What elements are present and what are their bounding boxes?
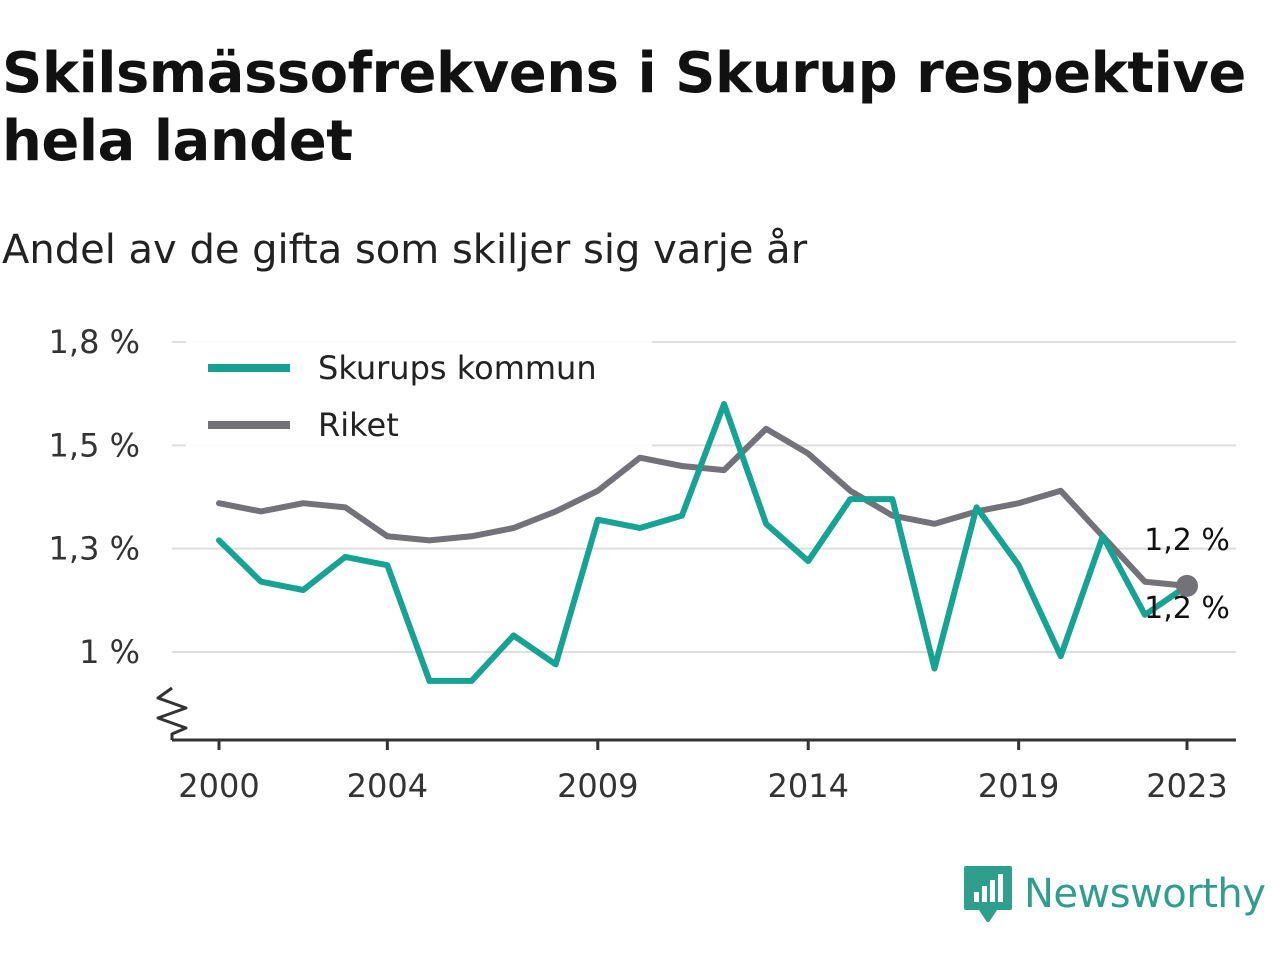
- y-axis: 1 % 1,3 % 1,5 % 1,8 %: [49, 323, 188, 740]
- legend: Skurups kommun Riket: [186, 332, 652, 450]
- x-tick-label: 2014: [767, 767, 848, 805]
- series-lines: [216, 401, 1190, 684]
- line-chart: 1 %1,3 %1,5 %1,8 % 2000 2004 2009 2014 2019 2…: [49, 323, 1236, 805]
- brand-name: Newsworthy: [1024, 871, 1266, 917]
- bar-chart-speech-bubble-icon: [964, 866, 1012, 922]
- chart-title: Skilsmässofrekvens i Skurup respektive h…: [2, 41, 1246, 174]
- y-tick-label: 1,3 %: [49, 530, 140, 568]
- legend-label: Skurups kommun: [318, 349, 597, 387]
- x-tick-label: 2019: [978, 767, 1059, 805]
- end-labels: 1,2 %1,2 %: [1144, 523, 1230, 626]
- x-tick-label: 2023: [1146, 767, 1227, 805]
- chart-subtitle: Andel av de gifta som skiljer sig varje …: [2, 227, 808, 273]
- legend-label: Riket: [318, 406, 399, 444]
- x-axis: 2000 2004 2009 2014 2019 2023: [172, 738, 1236, 805]
- x-tick-label: 2009: [557, 767, 638, 805]
- y-tick-label: 1,5 %: [49, 426, 140, 464]
- end-point: [1176, 574, 1198, 597]
- x-tick-label: 2004: [347, 767, 428, 805]
- brand-logo: Newsworthy: [962, 862, 1266, 926]
- y-tick-label: 1,8 %: [49, 323, 140, 361]
- series-line: [216, 401, 1190, 684]
- x-tick-label: 2000: [178, 767, 259, 805]
- axis-break-zigzag: [156, 686, 188, 740]
- legend-background: [186, 332, 652, 450]
- end-value-label: 1,2 %: [1144, 523, 1230, 558]
- y-tick-label: 1 %: [79, 633, 140, 671]
